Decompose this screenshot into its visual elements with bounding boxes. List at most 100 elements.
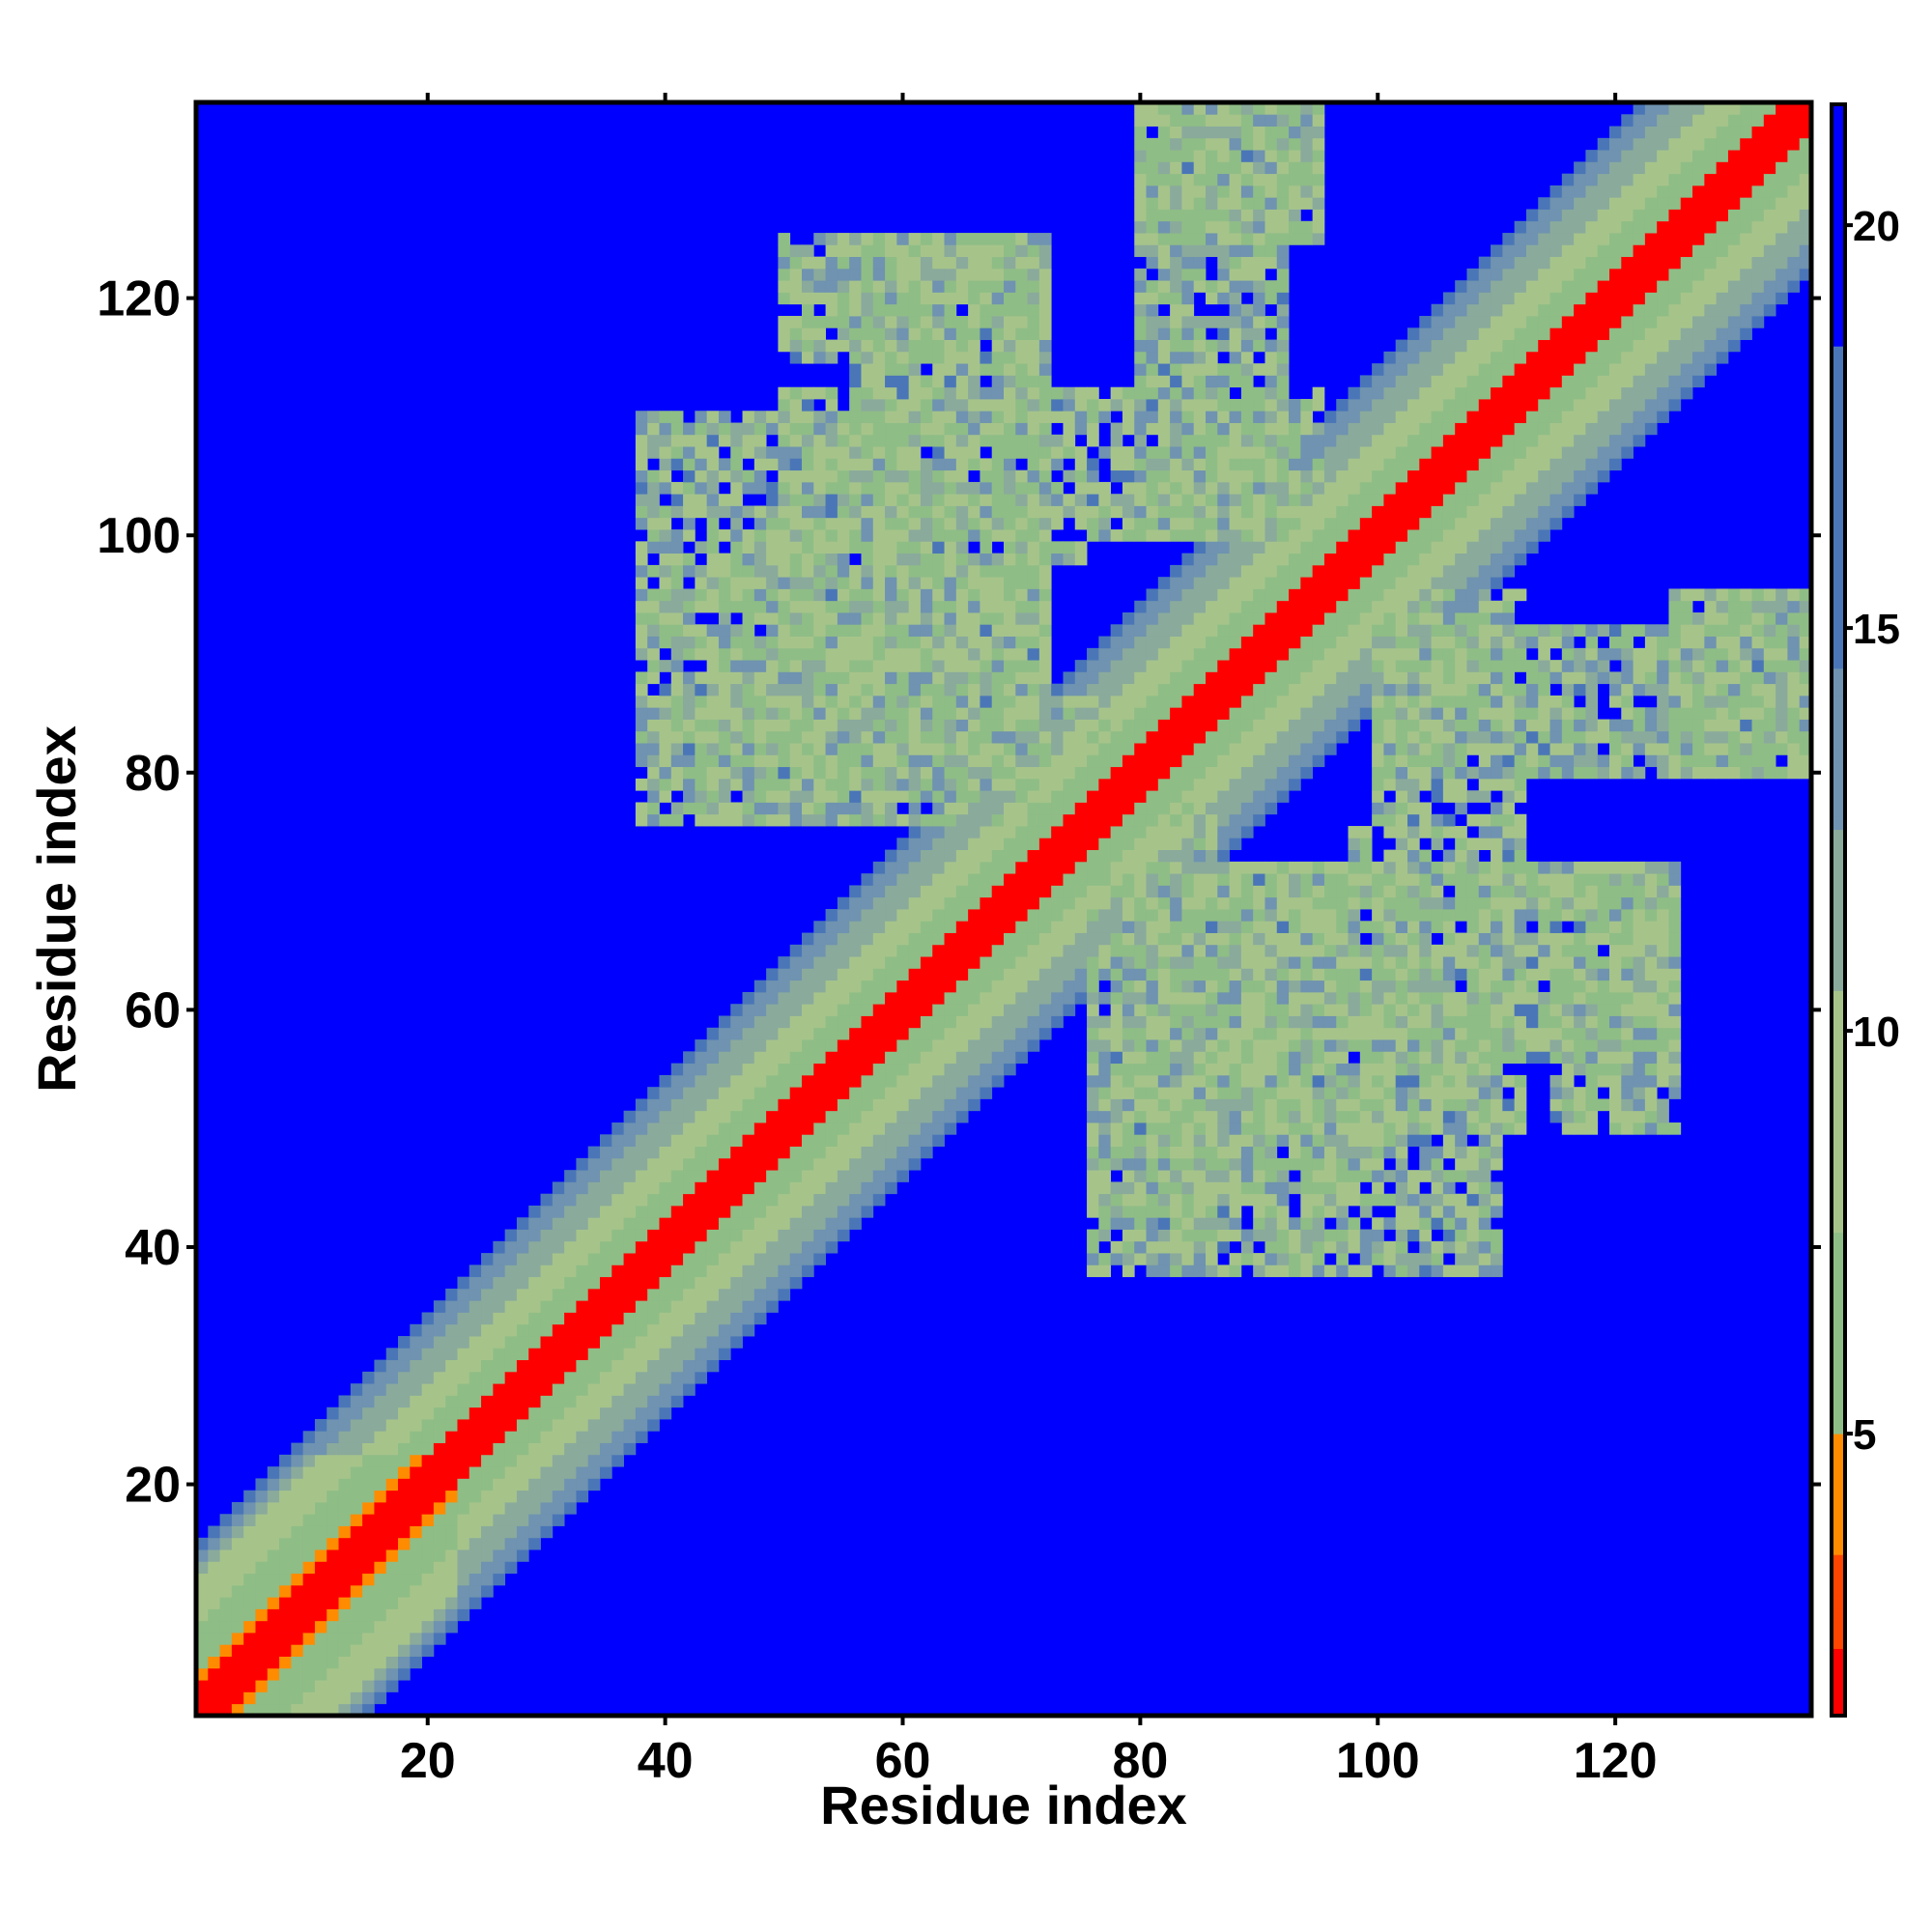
heatmap-cell: [955, 861, 969, 874]
heatmap-cell: [1038, 683, 1052, 696]
heatmap-cell: [920, 719, 933, 732]
heatmap-cell: [695, 1193, 708, 1207]
heatmap-cell: [908, 802, 922, 815]
heatmap-cell: [1240, 1181, 1254, 1195]
heatmap-cell: [1240, 434, 1254, 447]
heatmap-cell: [1206, 1205, 1218, 1218]
heatmap-cell: [1217, 885, 1230, 898]
heatmap-cell: [255, 1525, 269, 1539]
heatmap-cell: [635, 636, 648, 649]
heatmap-cell: [872, 434, 886, 447]
heatmap-cell: [1193, 1240, 1207, 1254]
heatmap-cell: [1098, 991, 1112, 1005]
heatmap-cell: [1181, 1110, 1195, 1123]
heatmap-cell: [1264, 481, 1278, 495]
heatmap-cell: [683, 695, 696, 708]
heatmap-cell: [1157, 612, 1171, 625]
heatmap-cell: [1253, 1253, 1265, 1265]
heatmap-cell: [813, 1039, 826, 1052]
heatmap-cell: [421, 1490, 435, 1503]
heatmap-cell: [659, 683, 672, 696]
heatmap-cell: [753, 1087, 767, 1099]
heatmap-cell: [718, 422, 731, 436]
heatmap-cell: [1264, 398, 1278, 412]
heatmap-cell: [837, 505, 850, 519]
heatmap-cell: [730, 660, 743, 672]
heatmap-cell: [991, 386, 1005, 400]
heatmap-cell: [1170, 1253, 1182, 1265]
heatmap-cell: [255, 1620, 269, 1634]
heatmap-cell: [789, 422, 803, 436]
heatmap-cell: [1087, 529, 1099, 542]
heatmap-cell: [1027, 411, 1040, 423]
heatmap-cell: [1229, 244, 1242, 258]
heatmap-cell: [955, 363, 969, 376]
heatmap-cell: [968, 1015, 980, 1029]
heatmap-cell: [481, 1561, 494, 1575]
heatmap-cell: [742, 636, 755, 649]
heatmap-cell: [1240, 968, 1254, 981]
heatmap-cell: [778, 647, 791, 661]
heatmap-cell: [350, 1656, 363, 1669]
heatmap-cell: [528, 1442, 541, 1456]
heatmap-cell: [802, 1193, 814, 1207]
heatmap-cell: [766, 671, 779, 685]
heatmap-cell: [516, 1490, 529, 1503]
heatmap-cell: [1170, 469, 1182, 483]
heatmap-cell: [267, 1597, 280, 1609]
heatmap-cell: [1110, 1217, 1123, 1230]
heatmap-cell: [932, 577, 945, 589]
heatmap-cell: [1087, 517, 1099, 530]
heatmap-cell: [932, 505, 945, 519]
heatmap-cell: [1146, 790, 1159, 803]
heatmap-cell: [932, 434, 945, 447]
heatmap-cell: [861, 233, 874, 245]
heatmap-cell: [1004, 849, 1016, 863]
heatmap-cell: [647, 636, 660, 649]
heatmap-cell: [1027, 624, 1040, 637]
heatmap-cell: [1181, 150, 1195, 162]
heatmap-cell: [1157, 316, 1171, 328]
heatmap-cell: [1157, 813, 1171, 827]
heatmap-cell: [1170, 137, 1182, 151]
heatmap-cell: [1240, 209, 1254, 222]
heatmap-cell: [1229, 683, 1242, 696]
heatmap-cell: [635, 469, 648, 483]
heatmap-cell: [1193, 944, 1207, 957]
heatmap-cell: [789, 1087, 803, 1099]
heatmap-cell: [659, 469, 672, 483]
heatmap-cell: [1170, 577, 1182, 589]
heatmap-cell: [1264, 873, 1278, 886]
heatmap-cell: [1276, 363, 1290, 376]
heatmap-cell: [920, 1134, 933, 1147]
heatmap-cell: [659, 505, 672, 519]
heatmap-cell: [908, 529, 922, 542]
heatmap-cell: [1217, 244, 1230, 258]
heatmap-cell: [813, 446, 826, 459]
heatmap-cell: [564, 1371, 577, 1384]
heatmap-cell: [896, 896, 910, 910]
heatmap-cell: [564, 1170, 577, 1182]
heatmap-cell: [1146, 1217, 1159, 1230]
heatmap-cell: [1240, 505, 1254, 519]
heatmap-cell: [861, 327, 874, 340]
heatmap-cell: [813, 991, 826, 1005]
heatmap-cell: [1193, 553, 1207, 566]
heatmap-cell: [1110, 790, 1123, 803]
heatmap-cell: [1193, 849, 1207, 863]
heatmap-cell: [955, 517, 969, 530]
heatmap-cell: [421, 1359, 435, 1373]
heatmap-cell: [1027, 909, 1040, 922]
heatmap-cell: [1170, 671, 1182, 685]
heatmap-cell: [1074, 802, 1088, 815]
heatmap-cell: [1146, 375, 1159, 388]
heatmap-cell: [338, 1561, 352, 1575]
heatmap-cell: [1157, 102, 1171, 115]
heatmap-cell: [1063, 494, 1076, 506]
heatmap-cell: [350, 1514, 363, 1526]
heatmap-cell: [1015, 316, 1028, 328]
heatmap-cell: [825, 411, 838, 423]
heatmap-cell: [1206, 873, 1218, 886]
heatmap-cell: [670, 707, 684, 720]
heatmap-cell: [1253, 719, 1265, 732]
